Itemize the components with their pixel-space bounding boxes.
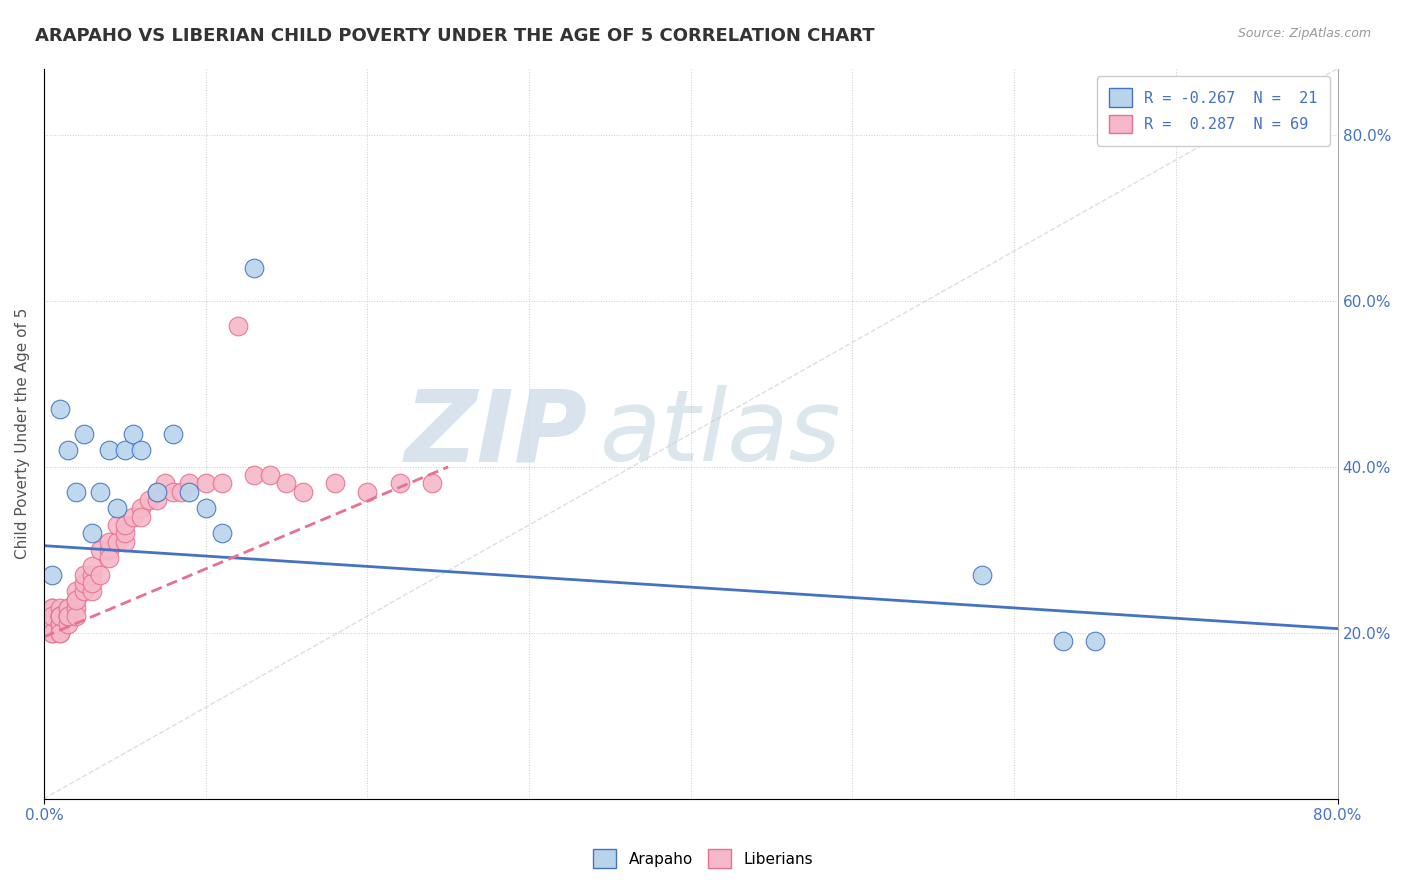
Point bbox=[41, 625, 63, 640]
Point bbox=[114, 534, 136, 549]
Point bbox=[105, 517, 128, 532]
Point bbox=[49, 617, 72, 632]
Point bbox=[49, 617, 72, 632]
Point bbox=[194, 501, 217, 516]
Point bbox=[41, 567, 63, 582]
Point bbox=[291, 484, 314, 499]
Point bbox=[49, 609, 72, 624]
Point bbox=[170, 484, 193, 499]
Point bbox=[114, 526, 136, 541]
Point bbox=[41, 625, 63, 640]
Point bbox=[56, 443, 79, 458]
Point bbox=[82, 576, 104, 591]
Point bbox=[162, 426, 184, 441]
Point bbox=[276, 476, 298, 491]
Point bbox=[388, 476, 411, 491]
Point bbox=[41, 617, 63, 632]
Point bbox=[65, 484, 87, 499]
Point bbox=[179, 476, 201, 491]
Point bbox=[121, 426, 143, 441]
Point bbox=[41, 609, 63, 624]
Point bbox=[41, 601, 63, 615]
Legend: Arapaho, Liberians: Arapaho, Liberians bbox=[586, 841, 820, 875]
Point bbox=[41, 609, 63, 624]
Point bbox=[356, 484, 378, 499]
Point bbox=[243, 468, 266, 483]
Point bbox=[138, 493, 160, 508]
Point bbox=[49, 609, 72, 624]
Point bbox=[73, 567, 96, 582]
Point bbox=[82, 567, 104, 582]
Point bbox=[129, 443, 152, 458]
Point bbox=[97, 534, 120, 549]
Point bbox=[65, 609, 87, 624]
Point bbox=[41, 601, 63, 615]
Point bbox=[56, 617, 79, 632]
Point bbox=[259, 468, 281, 483]
Point bbox=[56, 601, 79, 615]
Point bbox=[56, 601, 79, 615]
Point bbox=[194, 476, 217, 491]
Point bbox=[146, 484, 169, 499]
Point bbox=[121, 509, 143, 524]
Text: atlas: atlas bbox=[600, 385, 842, 483]
Point bbox=[226, 318, 249, 333]
Point bbox=[97, 542, 120, 557]
Point bbox=[970, 567, 993, 582]
Point bbox=[49, 625, 72, 640]
Point bbox=[41, 609, 63, 624]
Point bbox=[73, 576, 96, 591]
Point bbox=[114, 443, 136, 458]
Y-axis label: Child Poverty Under the Age of 5: Child Poverty Under the Age of 5 bbox=[15, 308, 30, 559]
Point bbox=[65, 592, 87, 607]
Point bbox=[162, 484, 184, 499]
Point bbox=[49, 617, 72, 632]
Point bbox=[105, 534, 128, 549]
Point bbox=[211, 476, 233, 491]
Point bbox=[56, 609, 79, 624]
Point bbox=[49, 625, 72, 640]
Point bbox=[49, 609, 72, 624]
Point bbox=[41, 617, 63, 632]
Point bbox=[420, 476, 443, 491]
Text: Source: ZipAtlas.com: Source: ZipAtlas.com bbox=[1237, 27, 1371, 40]
Point bbox=[153, 476, 176, 491]
Point bbox=[73, 584, 96, 599]
Point bbox=[1052, 634, 1074, 648]
Point bbox=[105, 501, 128, 516]
Point bbox=[82, 526, 104, 541]
Text: ZIP: ZIP bbox=[405, 385, 588, 483]
Point bbox=[89, 567, 111, 582]
Point bbox=[97, 551, 120, 566]
Point bbox=[56, 609, 79, 624]
Point bbox=[82, 584, 104, 599]
Point bbox=[1084, 634, 1107, 648]
Point bbox=[49, 601, 72, 615]
Point bbox=[89, 542, 111, 557]
Text: ARAPAHO VS LIBERIAN CHILD POVERTY UNDER THE AGE OF 5 CORRELATION CHART: ARAPAHO VS LIBERIAN CHILD POVERTY UNDER … bbox=[35, 27, 875, 45]
Point bbox=[65, 584, 87, 599]
Point bbox=[89, 484, 111, 499]
Point bbox=[323, 476, 346, 491]
Point bbox=[82, 559, 104, 574]
Point bbox=[243, 260, 266, 275]
Point bbox=[65, 601, 87, 615]
Point bbox=[179, 484, 201, 499]
Legend: R = -0.267  N =  21, R =  0.287  N = 69: R = -0.267 N = 21, R = 0.287 N = 69 bbox=[1097, 76, 1330, 145]
Point bbox=[49, 609, 72, 624]
Point bbox=[56, 609, 79, 624]
Point bbox=[129, 509, 152, 524]
Point bbox=[129, 501, 152, 516]
Point bbox=[49, 401, 72, 416]
Point bbox=[65, 592, 87, 607]
Point bbox=[41, 609, 63, 624]
Point bbox=[73, 426, 96, 441]
Point bbox=[211, 526, 233, 541]
Point bbox=[146, 484, 169, 499]
Point bbox=[146, 493, 169, 508]
Point bbox=[97, 443, 120, 458]
Point bbox=[114, 517, 136, 532]
